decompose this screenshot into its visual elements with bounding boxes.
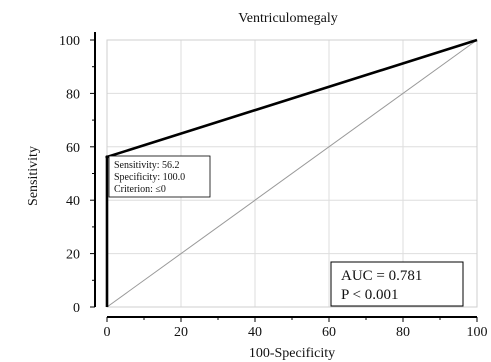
y-axis-title: Sensitivity: [26, 146, 41, 206]
annotation-criterion: Criterion: ≤0: [114, 184, 166, 195]
y-tick-label-60: 60: [66, 141, 80, 156]
y-tick-label-20: 20: [66, 248, 80, 263]
series-layer: [105, 38, 478, 308]
y-tick-label-40: 40: [66, 194, 80, 209]
ticks: 0 20 40 60 80 100 0 20 40 60 80 100: [59, 34, 488, 340]
y-tick-label-100: 100: [59, 34, 80, 49]
x-tick-label-100: 100: [467, 325, 488, 340]
x-tick-label-40: 40: [248, 325, 262, 340]
auc-label: AUC = 0.781: [341, 268, 422, 284]
y-tick-label-0: 0: [73, 301, 80, 316]
annotation-specificity: Specificity: 100.0: [114, 172, 185, 183]
y-tick-label-80: 80: [66, 87, 80, 102]
stats-box-frame: [330, 261, 464, 307]
x-axis-title: 100-Specificity: [249, 346, 335, 361]
annotation-box: [108, 155, 211, 198]
criterion-point: [105, 155, 109, 159]
chart-title: Ventriculomegaly: [238, 11, 338, 26]
x-tick-label-60: 60: [322, 325, 336, 340]
p-value-label: P < 0.001: [341, 287, 399, 303]
annotation-sensitivity: Sensitivity: 56.2: [114, 160, 180, 171]
criterion-annotation: Sensitivity: 56.2 Specificity: 100.0 Cri…: [108, 155, 211, 198]
stats-box: AUC = 0.781 P < 0.001: [330, 261, 464, 307]
x-tick-label-0: 0: [104, 325, 111, 340]
x-tick-label-20: 20: [174, 325, 188, 340]
reference-diagonal-line: [106, 39, 478, 308]
x-tick-label-80: 80: [396, 325, 410, 340]
grid: [107, 40, 477, 307]
